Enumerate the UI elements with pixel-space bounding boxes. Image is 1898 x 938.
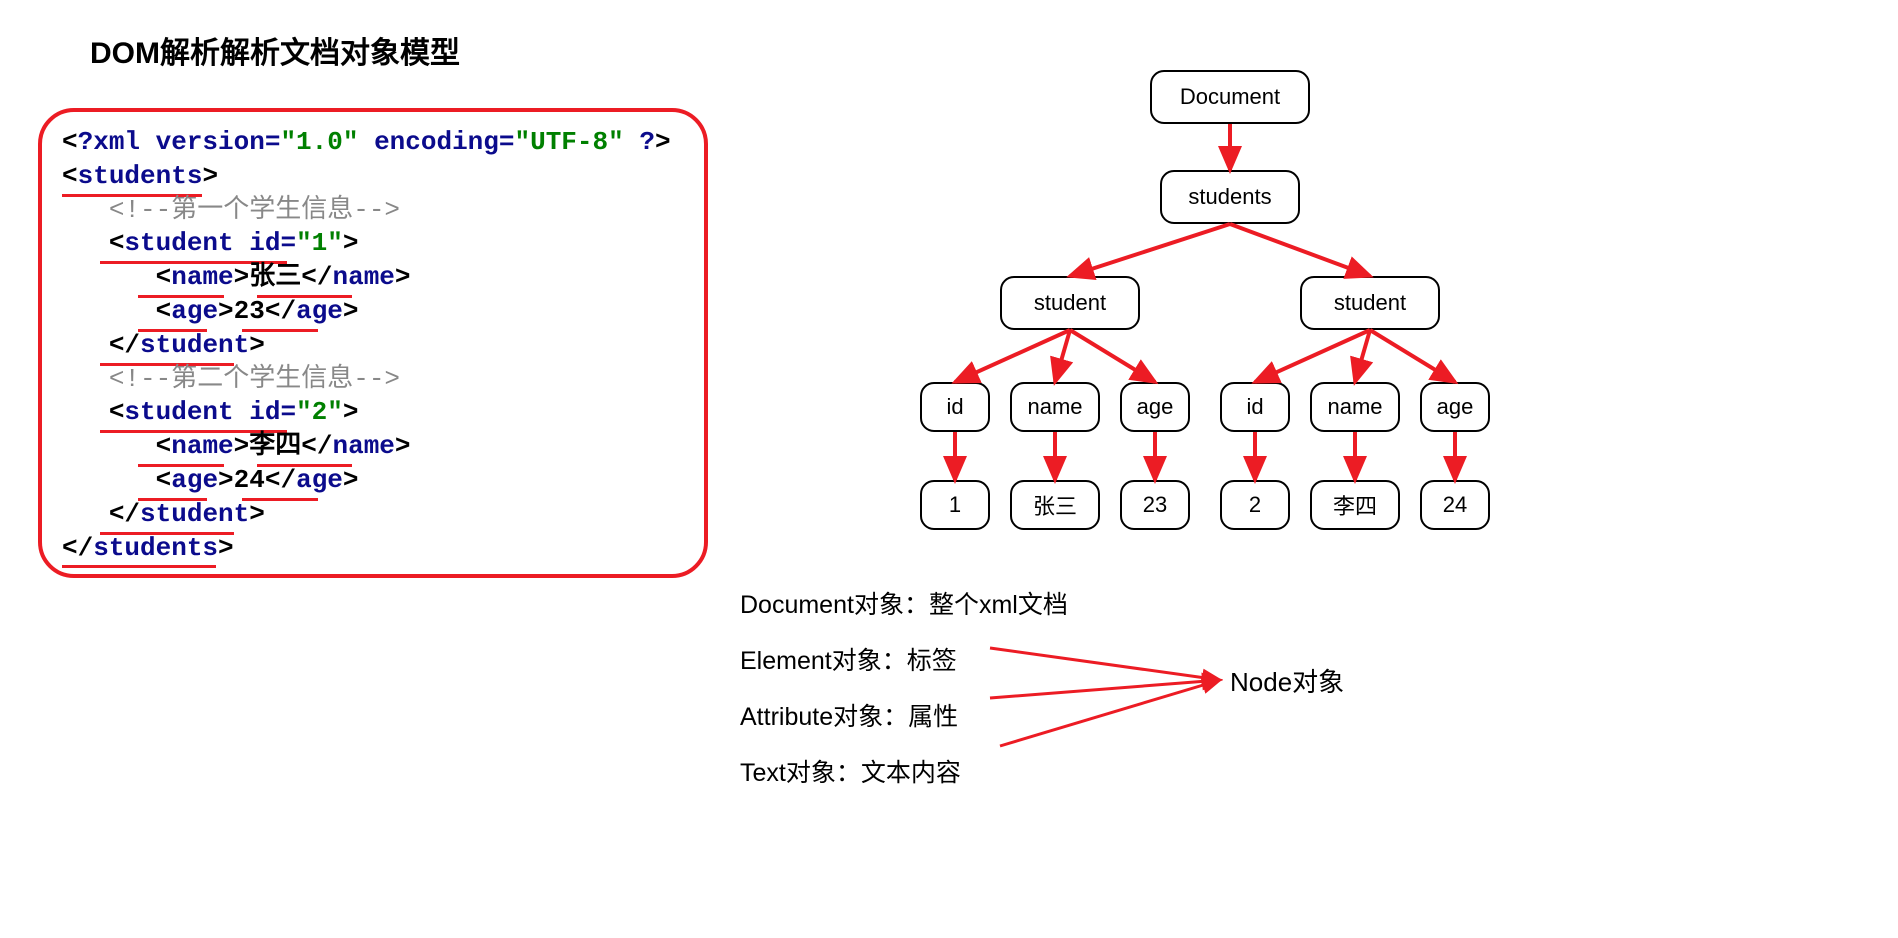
code-line: <!--第二个学生信息--> [62,363,684,397]
code-line: <age>23</age> [62,295,684,329]
code-line: </student> [62,498,684,532]
node-object-label: Node对象 [1230,662,1344,699]
code-line: <?xml version="1.0" encoding="UTF-8" ?> [62,126,684,160]
code-line: <name>张三</name> [62,261,684,295]
tree-arrows [880,60,1580,560]
code-line: </student> [62,329,684,363]
code-line: <student id="1"> [62,227,684,261]
code-line: <age>24</age> [62,464,684,498]
code-line: </students> [62,532,684,566]
code-line: <!--第一个学生信息--> [62,194,684,228]
code-line: <student id="2"> [62,396,684,430]
legend-item: Document对象：整个xml文档 [740,580,1068,630]
xml-code-box: <?xml version="1.0" encoding="UTF-8" ?><… [38,108,708,578]
legend-item: Text对象：文本内容 [740,748,1068,798]
page-title: DOM解析解析文档对象模型 [90,28,460,72]
legend-list: Document对象：整个xml文档 Element对象：标签 Attribute对… [740,580,1068,804]
legend-item: Attribute对象：属性 [740,692,1068,742]
code-line: <students> [62,160,684,194]
code-line: <name>李四</name> [62,430,684,464]
legend-item: Element对象：标签 [740,636,1068,686]
